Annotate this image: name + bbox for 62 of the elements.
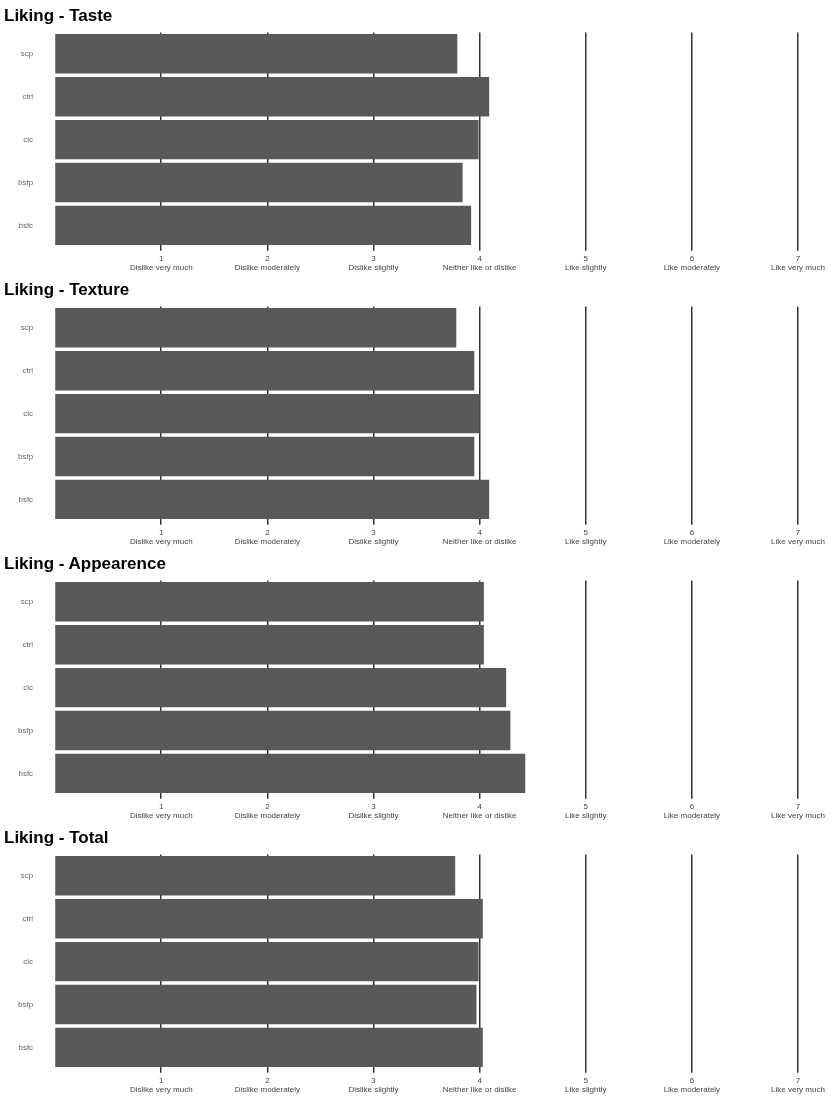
x-tick-label: 3 Dislike slightly	[348, 253, 399, 273]
y-tick-label: clc	[23, 134, 34, 144]
bar	[55, 34, 458, 74]
x-tick-label: 2 Dislike moderately	[234, 527, 301, 547]
x-tick-label: 6 Like moderately	[663, 527, 721, 547]
x-tick-label: 1 Dislike very much	[129, 253, 193, 273]
x-tick-label: 5 Like slightly	[565, 801, 607, 821]
x-tick-label: 1 Dislike very much	[129, 1075, 193, 1095]
x-tick-label: 4 Neither like or dislike	[442, 527, 518, 547]
y-tick-label: bsfp	[18, 999, 34, 1009]
bar	[55, 436, 475, 477]
x-tick-label: 5 Like slightly	[565, 1075, 607, 1095]
bar	[55, 205, 472, 246]
x-tick-label: 1 Dislike very much	[129, 801, 193, 821]
y-tick-label: ctrl	[22, 639, 34, 649]
y-tick-label: scp	[20, 323, 34, 333]
bar	[55, 77, 490, 117]
x-tick-label: 3 Dislike slightly	[348, 527, 399, 547]
x-tick-label: 6 Like moderately	[663, 253, 721, 273]
x-tick-label: 7 Like very much	[771, 527, 825, 547]
y-tick-label: ctrl	[22, 365, 34, 375]
bar	[55, 479, 490, 520]
bar	[55, 308, 457, 348]
y-tick-label: bsfc	[18, 494, 34, 504]
y-tick-label: bsfp	[18, 177, 34, 187]
chart-title: Liking - Total	[4, 827, 109, 847]
x-tick-label: 7 Like very much	[771, 1075, 825, 1095]
x-tick-label: 7 Like very much	[771, 801, 825, 821]
x-tick-label: 5 Like slightly	[565, 527, 607, 547]
x-tick-label: 4 Neither like or dislike	[442, 1075, 518, 1095]
y-tick-label: clc	[23, 956, 34, 966]
y-tick-label: scp	[20, 49, 34, 59]
chart-title: Liking - Appearence	[4, 553, 166, 573]
x-tick-label: 7 Like very much	[771, 253, 825, 273]
x-tick-label: 5 Like slightly	[565, 253, 607, 273]
x-tick-label: 2 Dislike moderately	[234, 253, 301, 273]
y-tick-label: bsfp	[18, 451, 34, 461]
y-tick-label: ctrl	[22, 91, 34, 101]
x-tick-label: 6 Like moderately	[663, 801, 721, 821]
x-tick-label: 2 Dislike moderately	[234, 1075, 301, 1095]
x-tick-label: 6 Like moderately	[663, 1075, 721, 1095]
y-tick-label: scp	[20, 871, 34, 881]
x-tick-label: 3 Dislike slightly	[348, 1075, 399, 1095]
y-tick-label: bsfc	[18, 1042, 34, 1052]
y-tick-label: clc	[23, 408, 34, 418]
x-tick-label: 4 Neither like or dislike	[442, 801, 518, 821]
bar	[55, 351, 475, 391]
y-tick-label: bsfp	[18, 725, 34, 735]
bar	[55, 393, 480, 434]
bar	[55, 119, 479, 160]
bar	[55, 162, 463, 203]
x-tick-label: 3 Dislike slightly	[348, 801, 399, 821]
y-tick-label: clc	[23, 682, 34, 692]
x-tick-label: 4 Neither like or dislike	[442, 253, 518, 273]
chart-title: Liking - Texture	[4, 279, 130, 299]
y-tick-label: bsfc	[18, 220, 34, 230]
x-tick-label: 1 Dislike very much	[129, 527, 193, 547]
chart-title: Liking - Taste	[4, 5, 113, 25]
x-tick-label: 2 Dislike moderately	[234, 801, 301, 821]
y-tick-label: bsfc	[18, 768, 34, 778]
y-tick-label: ctrl	[22, 913, 34, 923]
y-tick-label: scp	[20, 597, 34, 607]
